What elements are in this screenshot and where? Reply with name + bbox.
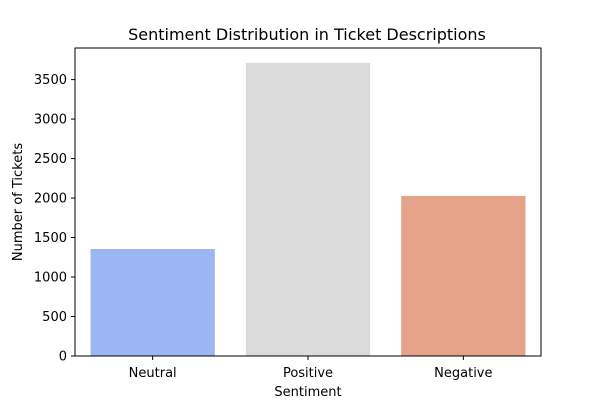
bar-neutral [90,248,215,356]
x-axis-label: Sentiment [274,385,341,400]
y-tick-label: 3500 [34,73,67,88]
x-axis: Neutral Positive Negative [129,356,493,381]
y-tick-label: 2000 [34,192,67,207]
x-tick-label: Neutral [129,366,177,381]
y-axis: 0 500 1000 1500 2000 2500 3000 3500 [34,73,75,365]
plot-frame [74,47,542,357]
x-tick-label: Negative [434,366,492,381]
y-axis-label: Number of Tickets [11,143,26,261]
y-tick-label: 3000 [34,113,67,128]
bar-positive [245,62,371,357]
chart-title: Sentiment Distribution in Ticket Descrip… [128,25,486,44]
y-tick-label: 1500 [34,231,67,246]
bars-layer [90,62,526,357]
bar-negative [401,195,526,356]
y-tick-label: 2500 [34,152,67,167]
y-tick-label: 0 [59,350,67,365]
x-tick-label: Positive [283,366,333,381]
y-tick-label: 500 [42,310,67,325]
y-tick-label: 1000 [34,271,67,286]
